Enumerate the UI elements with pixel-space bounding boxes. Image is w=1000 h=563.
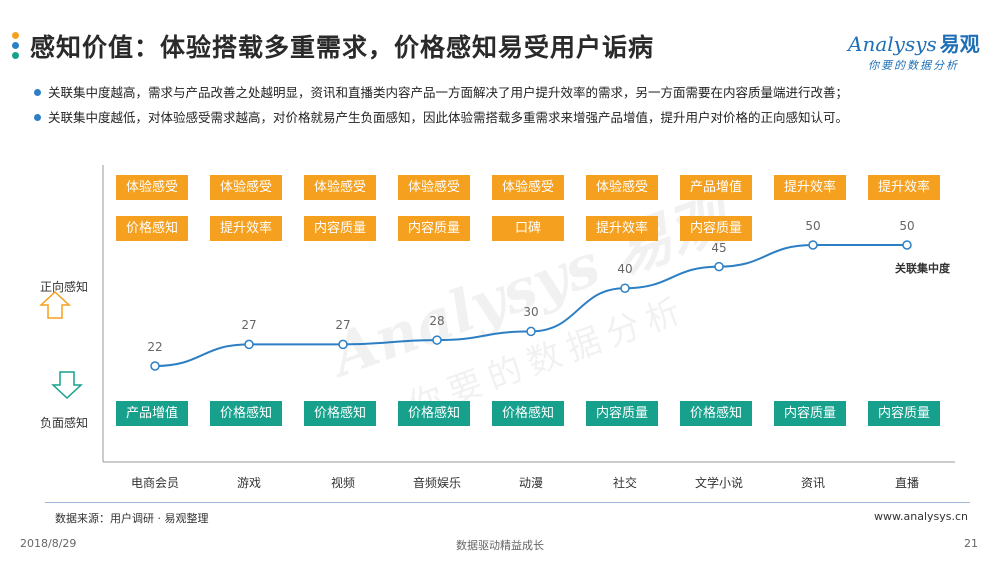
positive-factor-box: 体验感受 [116, 175, 188, 200]
footer-divider [45, 502, 970, 503]
negative-factor-box: 内容质量 [586, 401, 658, 426]
category-label: 直播 [894, 476, 919, 490]
logo-wordmark: Analysys 易观 [848, 32, 980, 56]
positive-factor-box: 价格感知 [116, 216, 188, 241]
category-label: 资讯 [800, 476, 825, 490]
data-point [338, 339, 348, 350]
data-label: 50 [899, 219, 915, 233]
negative-factor-box: 内容质量 [774, 401, 846, 426]
data-label: 40 [617, 262, 633, 277]
down-arrow-icon [51, 371, 83, 400]
data-point [150, 361, 160, 371]
negative-factor-box: 内容质量 [868, 401, 940, 426]
data-point [808, 240, 818, 250]
bullet-item: 关联集中度越高，需求与产品改善之处越明显，资讯和直播类内容产品一方面解决了用户提… [34, 80, 989, 105]
category-label: 社交 [612, 476, 637, 490]
data-point [902, 240, 912, 250]
logo-slogan: 你要的数据分析 [868, 59, 959, 72]
category-label: 游戏 [236, 476, 261, 490]
data-point [432, 335, 442, 345]
positive-factor-box: 产品增值 [680, 175, 752, 200]
data-label: 50 [805, 219, 821, 233]
data-source: 数据来源：用户调研 · 易观整理 [55, 512, 209, 525]
data-point [244, 339, 254, 350]
negative-factor-box: 产品增值 [116, 401, 188, 426]
data-label: 28 [429, 314, 445, 329]
data-point [620, 283, 630, 293]
positive-factor-box: 内容质量 [398, 216, 470, 241]
positive-factor-box: 内容质量 [680, 216, 752, 241]
negative-perception-label: 负面感知 [40, 416, 89, 430]
category-label: 视频 [330, 476, 355, 490]
up-arrow-icon [39, 290, 71, 319]
positive-factor-box: 提升效率 [868, 175, 940, 200]
data-point [714, 261, 724, 272]
positive-factor-box: 提升效率 [774, 175, 846, 200]
data-label: 27 [335, 318, 351, 333]
title-dot [12, 42, 19, 49]
brand-logo: Analysys 易观 你要的数据分析 [848, 28, 988, 72]
positive-factor-box: 内容质量 [304, 216, 376, 241]
positive-factor-box: 体验感受 [398, 175, 470, 200]
series-label: 关联集中度 [895, 262, 950, 275]
positive-factor-box: 提升效率 [586, 216, 658, 241]
website-url[interactable]: www.analysys.cn [874, 510, 968, 523]
page-number: 21 [964, 537, 978, 550]
data-point [526, 326, 536, 337]
negative-factor-box: 价格感知 [492, 401, 564, 426]
footer-slogan: 数据驱动精益成长 [456, 539, 544, 552]
page-title: 感知价值：体验搭载多重需求，价格感知易受用户诟病 [30, 33, 655, 62]
negative-factor-box: 价格感知 [398, 401, 470, 426]
slide-date: 2018/8/29 [20, 537, 77, 550]
category-label: 文学小说 [694, 476, 743, 490]
data-label: 45 [711, 240, 727, 255]
positive-factor-box: 口碑 [492, 216, 564, 241]
negative-factor-box: 价格感知 [210, 401, 282, 426]
category-label: 电商会员 [130, 476, 179, 490]
title-dot [12, 52, 19, 59]
title-dots [12, 32, 20, 62]
category-label: 音频娱乐 [412, 476, 461, 490]
positive-factor-box: 体验感受 [586, 175, 658, 200]
data-label: 30 [523, 305, 539, 320]
bullet-item: 关联集中度越低，对体验感受需求越高，对价格就易产生负面感知，因此体验需搭载多重需… [34, 105, 989, 130]
category-label: 动漫 [518, 476, 543, 490]
positive-factor-box: 体验感受 [492, 175, 564, 200]
data-label: 27 [241, 318, 257, 333]
positive-factor-box: 体验感受 [304, 175, 376, 200]
title-dot [12, 32, 19, 39]
positive-perception-label: 正向感知 [40, 280, 89, 294]
data-label: 22 [147, 340, 163, 354]
positive-factor-box: 体验感受 [210, 175, 282, 200]
negative-factor-box: 价格感知 [680, 401, 752, 426]
positive-factor-box: 提升效率 [210, 216, 282, 241]
negative-factor-box: 价格感知 [304, 401, 376, 426]
bullet-list: 关联集中度越高，需求与产品改善之处越明显，资讯和直播类内容产品一方面解决了用户提… [34, 80, 989, 130]
